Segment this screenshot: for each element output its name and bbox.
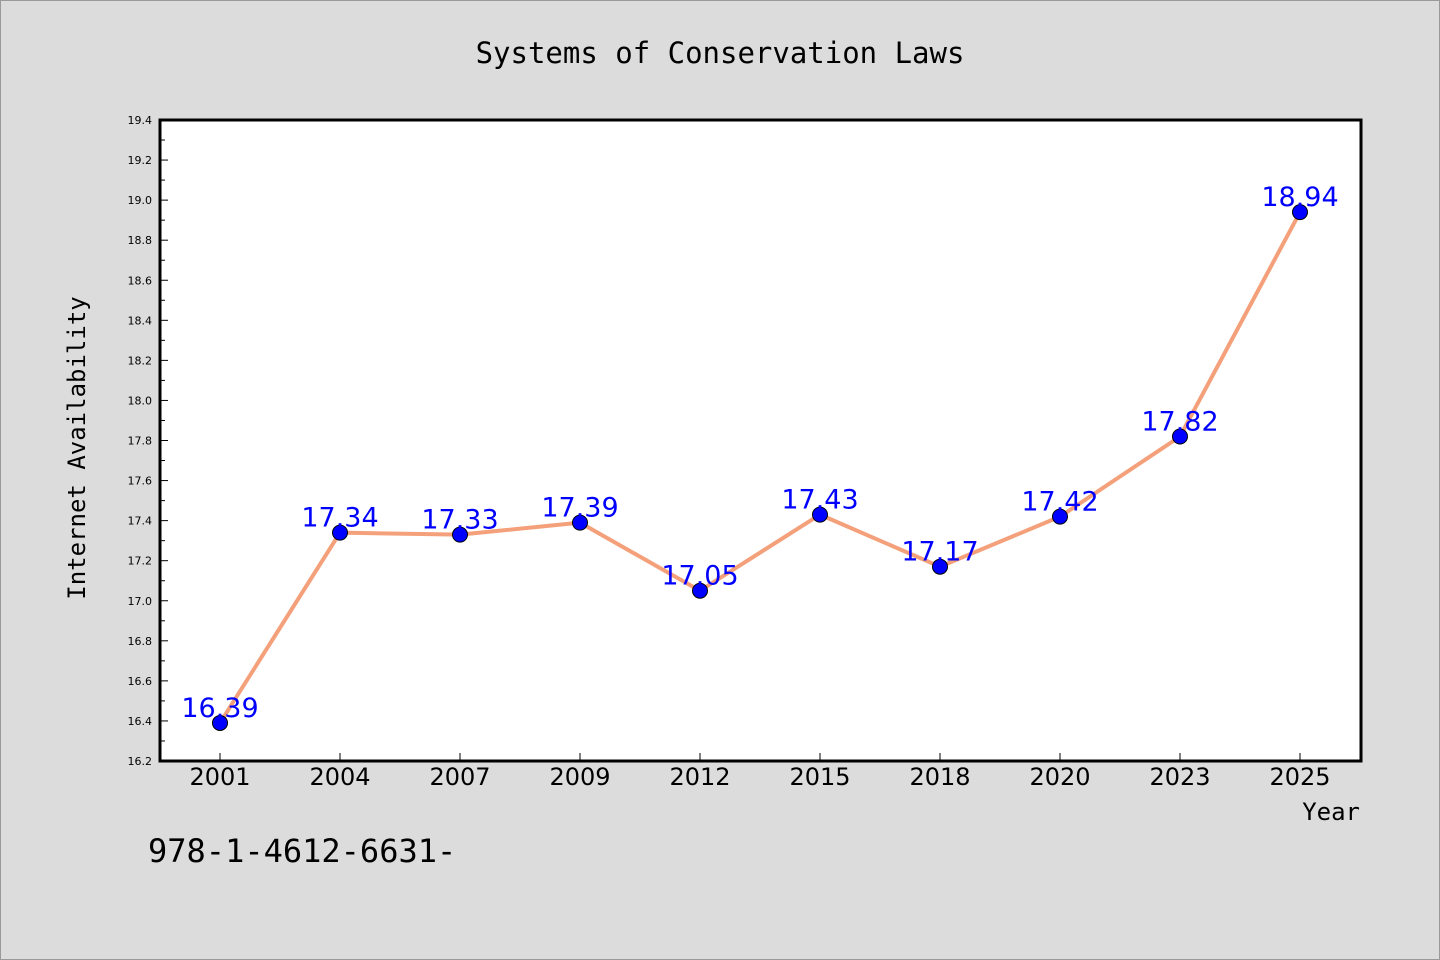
data-label-2015: 17.43 — [781, 485, 858, 516]
y-tick-label-9: 18.0 — [128, 394, 153, 407]
y-tick-label-8: 17.8 — [128, 435, 153, 448]
data-label-2023: 17.82 — [1141, 406, 1218, 437]
plot-border — [158, 118, 1363, 763]
y-tick-label-15: 19.2 — [128, 154, 153, 167]
x-tick-label-8: 2023 — [1149, 763, 1210, 791]
x-tick-label-2: 2007 — [429, 763, 490, 791]
y-tick-label-16: 19.4 — [128, 114, 153, 127]
data-label-2009: 17.39 — [541, 493, 618, 524]
series-group — [212, 204, 1308, 731]
data-label-2025: 18.94 — [1261, 182, 1338, 213]
chart-title: Systems of Conservation Laws — [476, 36, 965, 70]
isbn-footnote: 978-1-4612-6631- — [148, 832, 457, 870]
y-tick-label-14: 19.0 — [128, 194, 153, 207]
data-label-2012: 17.05 — [661, 561, 738, 592]
y-tick-label-0: 16.2 — [128, 755, 153, 768]
x-tick-label-3: 2009 — [549, 763, 610, 791]
data-label-2018: 17.17 — [901, 537, 978, 568]
x-tick-label-9: 2025 — [1269, 763, 1330, 791]
y-tick-label-1: 16.4 — [128, 715, 153, 728]
x-axis-label: Year — [1302, 798, 1360, 826]
x-tick-label-7: 2020 — [1029, 763, 1090, 791]
y-tick-label-6: 17.4 — [128, 515, 153, 528]
data-point-2009 — [572, 514, 588, 531]
y-tick-label-13: 18.8 — [128, 234, 153, 247]
data-point-2004 — [332, 524, 348, 541]
data-point-2012 — [692, 582, 708, 599]
data-labels-group: 16.39 17.34 17.33 17.39 17.05 17.43 17.17 17.42… — [181, 182, 1338, 724]
x-axis: 2001 2004 2007 2009 2012 2015 2018 2020 2023 2025 — [189, 753, 1331, 791]
data-label-2020: 17.42 — [1021, 487, 1098, 518]
x-tick-label-0: 2001 — [189, 763, 250, 791]
data-point-2001 — [212, 714, 228, 731]
y-tick-label-3: 16.8 — [128, 635, 153, 648]
data-label-2004: 17.34 — [301, 503, 378, 534]
y-tick-label-10: 18.2 — [128, 354, 153, 367]
y-tick-label-12: 18.6 — [128, 274, 153, 287]
x-tick-label-5: 2015 — [789, 763, 850, 791]
y-tick-label-4: 17.0 — [128, 595, 153, 608]
y-axis: 16.2 16.4 16.6 16.8 17.0 17.2 17.4 17.6 17.8 18.0… — [128, 114, 168, 768]
series-line — [218, 210, 1302, 725]
plot-area — [160, 120, 1361, 761]
y-tick-label-2: 16.6 — [128, 675, 153, 688]
x-tick-label-4: 2012 — [669, 763, 730, 791]
data-point-2007 — [452, 526, 468, 543]
x-tick-label-1: 2004 — [309, 763, 370, 791]
data-point-2025 — [1292, 204, 1308, 221]
x-tick-label-6: 2018 — [909, 763, 970, 791]
data-label-2001: 16.39 — [181, 693, 258, 724]
y-tick-label-5: 17.2 — [128, 555, 153, 568]
data-point-2023 — [1172, 428, 1188, 445]
data-label-2007: 17.33 — [421, 505, 498, 536]
data-point-2020 — [1052, 508, 1068, 525]
data-point-2018 — [932, 558, 948, 575]
data-point-2015 — [812, 506, 828, 523]
y-tick-label-11: 18.4 — [128, 314, 153, 327]
y-axis-label: Internet Availability — [63, 296, 91, 599]
y-tick-label-7: 17.6 — [128, 475, 153, 488]
